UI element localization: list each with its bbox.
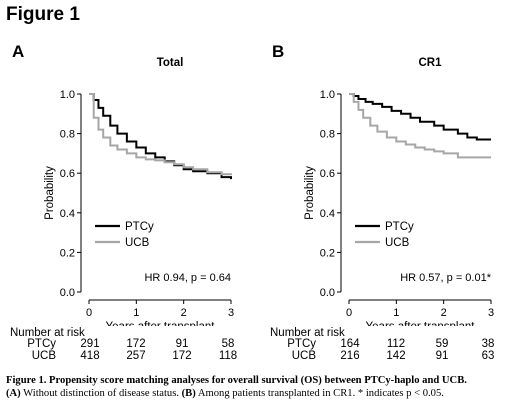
km-chart-cr1: CR1 0.0 0.2 0.4 0.6 0.8 1.0 0 1 2 3 Years after tra… bbox=[304, 57, 494, 326]
y-axis-label: Probability bbox=[304, 166, 316, 220]
risk-table-header: Number at risk bbox=[10, 327, 85, 339]
y-tick-label: 0.0 bbox=[320, 287, 335, 299]
risk-value: 63 bbox=[481, 350, 495, 362]
y-tick-label: 0.2 bbox=[60, 247, 75, 259]
hazard-ratio-annotation: HR 0.94, p = 0.64 bbox=[144, 272, 231, 284]
risk-value: 216 bbox=[340, 350, 360, 362]
risk-row-name: PTCy bbox=[287, 338, 316, 350]
risk-value: 257 bbox=[126, 350, 146, 362]
legend-label: PTCy bbox=[385, 221, 414, 233]
y-axis-label: Probability bbox=[44, 166, 56, 220]
y-tick-label: 0.4 bbox=[60, 208, 75, 220]
x-axis-label: Years after transplant bbox=[106, 321, 216, 326]
risk-value: 91 bbox=[175, 338, 189, 350]
chart-title: CR1 bbox=[418, 57, 442, 69]
y-tick-label: 0.0 bbox=[60, 287, 75, 299]
caption-a-label: (A) bbox=[6, 388, 21, 399]
risk-value: 172 bbox=[172, 350, 192, 362]
risk-value: 59 bbox=[435, 338, 449, 350]
risk-value: 172 bbox=[126, 338, 146, 350]
risk-value: 118 bbox=[218, 350, 238, 362]
risk-value: 291 bbox=[80, 338, 100, 350]
y-tick-label: 0.8 bbox=[320, 129, 335, 141]
panel-letter-b: B bbox=[272, 42, 285, 61]
x-axis-label: Years after transplant bbox=[366, 321, 476, 326]
risk-value: 164 bbox=[340, 338, 360, 350]
y-tick-label: 0.8 bbox=[60, 129, 75, 141]
caption-a-text: Without distinction of disease status. bbox=[20, 388, 182, 399]
x-tick-label: 3 bbox=[488, 307, 494, 319]
x-tick-label: 1 bbox=[133, 307, 139, 319]
x-tick-label: 2 bbox=[181, 307, 187, 319]
risk-value: 91 bbox=[435, 350, 449, 362]
figure-caption: Figure 1. Propensity score matching anal… bbox=[6, 374, 516, 400]
risk-table-header: Number at risk bbox=[270, 327, 345, 339]
hazard-ratio-annotation: HR 0.57, p = 0.01* bbox=[400, 272, 492, 284]
figure-title: Figure 1 bbox=[6, 4, 80, 25]
legend-label: UCB bbox=[385, 237, 410, 249]
x-tick-label: 0 bbox=[86, 307, 92, 319]
risk-value: 112 bbox=[386, 338, 406, 350]
panel-letter-a: A bbox=[12, 42, 25, 61]
risk-row-name: UCB bbox=[291, 350, 316, 362]
series-line-ucb bbox=[349, 93, 491, 159]
caption-b-label: (B) bbox=[181, 388, 196, 399]
y-tick-label: 1.0 bbox=[60, 89, 75, 101]
risk-value: 418 bbox=[80, 350, 100, 362]
y-tick-label: 0.4 bbox=[320, 208, 335, 220]
chart-title: Total bbox=[157, 57, 184, 69]
y-tick-label: 0.2 bbox=[320, 247, 335, 259]
legend-label: UCB bbox=[125, 237, 150, 249]
risk-value: 38 bbox=[481, 338, 495, 350]
series-line-ptcy bbox=[89, 93, 232, 180]
x-tick-label: 3 bbox=[228, 307, 234, 319]
risk-value: 142 bbox=[386, 350, 406, 362]
caption-b-text: Among patients transplanted in CR1. * in… bbox=[195, 388, 444, 399]
x-tick-label: 1 bbox=[393, 307, 399, 319]
risk-value: 58 bbox=[221, 338, 235, 350]
y-tick-label: 1.0 bbox=[320, 89, 335, 101]
y-tick-label: 0.6 bbox=[320, 168, 335, 180]
risk-row-name: PTCy bbox=[27, 338, 56, 350]
series-line-ucb bbox=[89, 93, 232, 176]
risk-row-name: UCB bbox=[31, 350, 56, 362]
y-tick-label: 0.6 bbox=[60, 168, 75, 180]
x-tick-label: 2 bbox=[441, 307, 447, 319]
x-tick-label: 0 bbox=[346, 307, 352, 319]
km-chart-total: Total 0.0 0.2 0.4 0.6 0.8 1.0 0 1 2 3 Years after t… bbox=[44, 57, 234, 326]
caption-line1: Figure 1. Propensity score matching anal… bbox=[6, 375, 467, 386]
series-line-ptcy bbox=[349, 93, 491, 141]
legend-label: PTCy bbox=[125, 221, 154, 233]
